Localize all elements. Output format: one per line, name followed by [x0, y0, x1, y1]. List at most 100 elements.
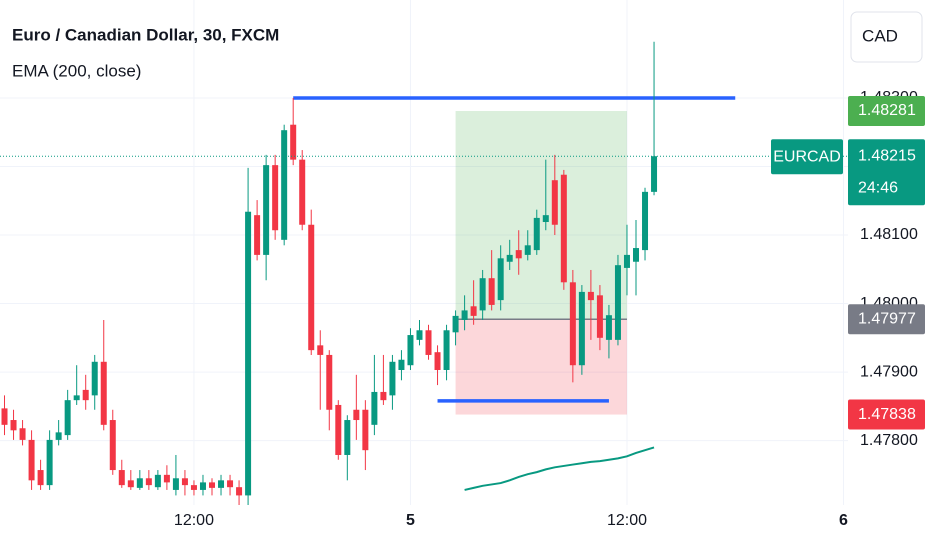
y-tick-label: 1.47800	[860, 432, 918, 449]
candle-body	[371, 391, 378, 425]
candle-body	[254, 215, 261, 255]
y-tick-label: 1.48100	[860, 226, 918, 243]
candle-body	[623, 254, 630, 268]
chart-title: Euro / Canadian Dollar, 30, FXCM	[12, 25, 279, 44]
candle-body	[199, 482, 206, 490]
candle-body	[461, 310, 468, 320]
candle-body	[560, 174, 567, 283]
candle-body	[416, 330, 423, 340]
candle-body	[236, 487, 243, 496]
symbol-badge	[771, 139, 843, 175]
ema-line	[464, 446, 655, 491]
x-tick-label: 5	[406, 512, 415, 529]
indicator-label: EMA (200, close)	[12, 61, 141, 80]
candle-body	[73, 395, 80, 401]
candle-body	[136, 478, 143, 488]
stop-badge	[848, 399, 925, 430]
candle-body	[317, 345, 324, 355]
candle-body	[515, 250, 522, 259]
x-tick-label: 12:00	[607, 512, 647, 529]
candle-body	[181, 478, 188, 486]
y-tick-label: 1.47900	[860, 363, 918, 380]
currency-button[interactable]	[850, 11, 923, 63]
candle-body	[614, 265, 621, 340]
candle-body	[163, 474, 170, 483]
stop-label: 1.47838	[858, 406, 916, 423]
symbol-label: EURCAD	[773, 148, 841, 165]
candle-body	[10, 420, 17, 431]
candle-body	[651, 156, 658, 192]
candle-body	[145, 478, 152, 486]
candle-body	[91, 361, 98, 396]
candle-body	[642, 191, 649, 251]
candle-body	[506, 254, 513, 262]
price-axis-cover	[848, 505, 932, 550]
candle-body	[587, 291, 594, 301]
candle-body	[605, 315, 612, 340]
candle-body	[209, 482, 215, 488]
candle-body	[335, 404, 342, 455]
candle-body	[407, 335, 414, 366]
candle-body	[272, 165, 279, 231]
candle-body	[425, 330, 432, 355]
candle-body	[633, 248, 639, 262]
candle-body	[434, 352, 441, 371]
candle-body	[389, 361, 396, 396]
candle-body	[19, 428, 26, 440]
candle-body	[109, 420, 116, 471]
candle-body	[533, 217, 540, 251]
candle-body	[82, 389, 89, 401]
candle-body	[127, 480, 134, 488]
candle-body	[497, 258, 504, 301]
last-price-label: 1.48215	[858, 147, 916, 164]
candle-body	[172, 478, 179, 490]
candle-body	[263, 165, 270, 255]
candle-body	[551, 180, 558, 225]
x-tick-label: 12:00	[174, 512, 214, 529]
candle-body	[190, 485, 197, 490]
time-axis	[0, 505, 848, 550]
candle-body	[154, 474, 161, 488]
candle-body	[380, 391, 387, 401]
candle-body	[1, 408, 8, 425]
candle-body	[281, 130, 288, 240]
candle-body	[118, 470, 125, 486]
candle-body	[46, 439, 53, 486]
candle-body	[578, 291, 585, 366]
candle-body	[55, 432, 62, 440]
candle-body	[64, 400, 71, 436]
candle-body	[308, 224, 315, 351]
candle-body	[218, 480, 225, 488]
candle-body	[524, 245, 531, 255]
candle-body	[362, 409, 369, 451]
countdown-label: 24:46	[858, 179, 898, 196]
candle-body	[227, 480, 234, 488]
candle-body	[326, 354, 333, 410]
candle-body	[488, 278, 495, 305]
candle-body	[353, 409, 360, 421]
last-price-badge	[848, 139, 925, 206]
candle-body	[245, 211, 252, 496]
candle-body	[290, 124, 297, 160]
candle-body	[569, 282, 576, 366]
candle-body	[443, 330, 450, 371]
candle-body	[479, 278, 486, 311]
x-tick-label: 6	[839, 512, 848, 529]
candle-body	[100, 361, 107, 425]
candle-body	[596, 295, 603, 338]
candle-body	[470, 306, 477, 316]
candle-body	[452, 315, 459, 333]
candle-body	[542, 215, 549, 223]
target-badge	[848, 96, 925, 127]
candle-body	[299, 159, 306, 225]
candle-body	[344, 420, 351, 455]
price-axis	[848, 0, 932, 550]
entry-label: 1.47977	[858, 311, 916, 328]
candle-body	[37, 470, 44, 486]
currency-label[interactable]: CAD	[862, 26, 898, 45]
entry-badge	[848, 304, 925, 335]
candle-body	[28, 439, 35, 481]
candle-body	[398, 359, 405, 371]
